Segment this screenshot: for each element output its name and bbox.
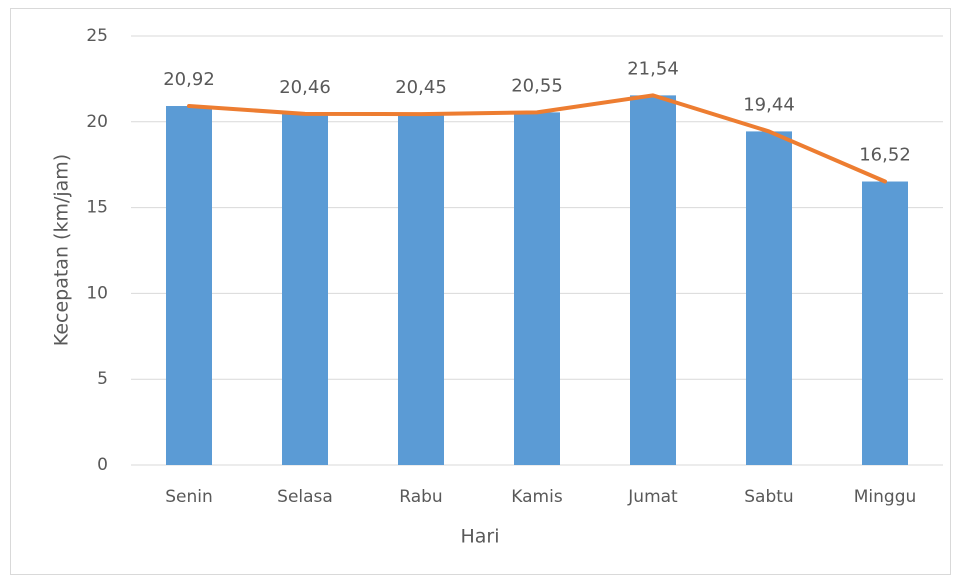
y-tick-label: 15	[86, 198, 108, 218]
x-tick-label: Selasa	[277, 487, 333, 507]
x-axis-label: Hari	[460, 526, 499, 548]
y-axis-label: Kecepatan (km/jam)	[51, 154, 73, 346]
bar	[398, 114, 444, 465]
bar	[746, 131, 792, 465]
y-tick-label: 0	[97, 455, 108, 475]
bar	[166, 106, 212, 465]
line	[187, 93, 887, 184]
bar	[514, 112, 560, 465]
data-label: 21,54	[627, 58, 679, 79]
bar	[862, 181, 908, 466]
bar	[282, 113, 328, 465]
chart-border	[10, 8, 951, 575]
bar	[630, 95, 676, 465]
y-tick-label: 10	[86, 283, 108, 303]
data-label: 16,52	[859, 145, 911, 166]
x-tick-label: Rabu	[399, 487, 442, 507]
y-tick-label: 5	[97, 369, 108, 389]
x-tick-label: Kamis	[511, 487, 563, 507]
x-tick-label: Jumat	[627, 487, 678, 507]
x-tick-label: Minggu	[854, 487, 917, 507]
data-label: 20,55	[511, 75, 563, 96]
x-tick-label: Senin	[165, 487, 213, 507]
y-tick-label: 20	[86, 112, 108, 132]
data-label: 20,92	[163, 69, 215, 90]
x-tick-label: Sabtu	[744, 487, 793, 507]
data-label: 20,46	[279, 77, 331, 98]
data-label: 19,44	[743, 94, 795, 115]
data-label: 20,45	[395, 77, 447, 98]
y-tick-label: 25	[86, 26, 108, 46]
